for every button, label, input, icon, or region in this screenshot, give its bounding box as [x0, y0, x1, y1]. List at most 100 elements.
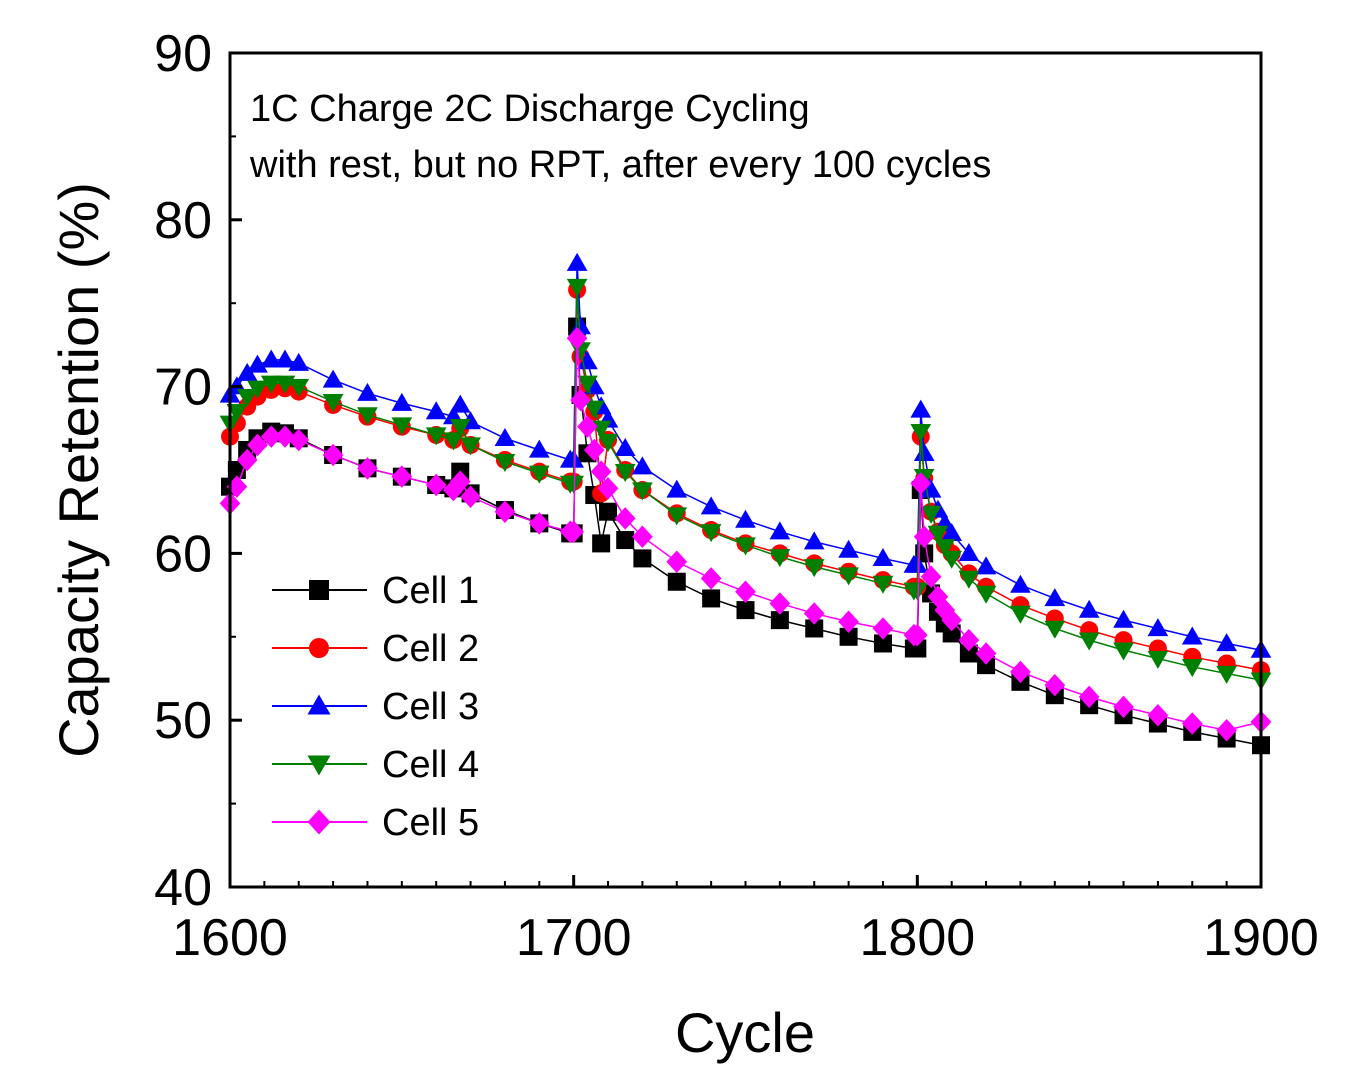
series-4-point — [906, 582, 928, 601]
series-4-point — [583, 400, 605, 419]
series-1-point — [977, 656, 996, 675]
series-5-point — [583, 438, 605, 462]
series-5-point — [1078, 685, 1100, 709]
series-5-point — [803, 602, 825, 625]
series-4-point — [872, 575, 894, 594]
series-4-point — [449, 418, 471, 437]
series-4-point — [838, 567, 859, 586]
series-5-point — [920, 565, 942, 589]
series-5-point — [838, 610, 859, 634]
series-5-point — [632, 525, 653, 548]
series-5-point — [927, 585, 949, 609]
plot-series-group — [219, 252, 1272, 755]
series-3-point — [803, 531, 825, 550]
series-4-point — [460, 437, 481, 456]
series-1-point — [770, 611, 789, 630]
series-1-point — [805, 619, 824, 638]
series-5-point — [226, 475, 248, 498]
series-5-point — [570, 388, 591, 412]
series-1-point — [702, 589, 721, 608]
series-5-point — [769, 592, 791, 615]
series-3-point — [391, 392, 413, 411]
series-4-point — [528, 465, 550, 484]
series-3-point — [260, 349, 282, 368]
series-4-point — [941, 550, 963, 569]
series-3-point — [425, 401, 447, 420]
x-tick-label-1900: 1900 — [1203, 909, 1319, 967]
x-tick-label-1800: 1800 — [859, 909, 975, 967]
series-1-point — [633, 549, 652, 568]
series-3-point — [528, 439, 550, 458]
series-5-point — [260, 425, 282, 448]
series-3-point — [357, 382, 378, 401]
legend-marker-4 — [307, 755, 331, 776]
series-3-point — [920, 479, 942, 498]
series-5-point — [288, 428, 310, 452]
legend-label-2: Cell 2 — [382, 628, 479, 670]
annotation-line-2: with rest, but no RPT, after every 100 c… — [249, 144, 991, 186]
series-3-point — [274, 349, 296, 368]
series-4-point — [425, 427, 447, 446]
series-1-point — [959, 644, 978, 663]
series-5-point — [913, 525, 935, 548]
series-4-point — [1044, 620, 1066, 639]
series-4 — [219, 278, 1272, 691]
series-3-point — [913, 442, 935, 461]
series-5-point — [666, 550, 688, 573]
series-5-point — [941, 608, 963, 632]
series-4-point — [247, 380, 268, 399]
series-4-point — [735, 537, 756, 556]
series-4-point — [391, 417, 413, 436]
series-5-point — [425, 473, 447, 497]
series-4-point — [236, 388, 258, 407]
series-3-point — [735, 509, 756, 528]
series-1-point — [592, 534, 611, 553]
series-4-point — [769, 549, 791, 568]
series-5-point — [906, 623, 928, 647]
series-5-point — [566, 326, 588, 350]
series-4-point — [975, 585, 997, 604]
legend-label-1: Cell 1 — [382, 570, 479, 612]
series-4-point — [1010, 605, 1031, 624]
series-4-point — [1216, 665, 1237, 684]
series-5-point — [975, 642, 997, 665]
series-4-point — [700, 524, 722, 543]
series-3-point — [632, 456, 653, 475]
series-3-point — [322, 369, 344, 388]
series-4-point — [260, 375, 282, 394]
legend-marker-3 — [307, 694, 331, 715]
series-4-point — [563, 475, 585, 494]
series-3-point — [838, 539, 859, 558]
series-4-point — [443, 432, 464, 451]
x-tick-label-1600: 1600 — [172, 909, 288, 967]
series-4-point — [927, 525, 949, 544]
series-5-point — [494, 500, 516, 523]
series-3-point — [247, 354, 268, 373]
annotation-line-1: 1C Charge 2C Discharge Cycling — [250, 88, 810, 130]
series-4-point — [288, 378, 310, 397]
series-5-point — [460, 485, 481, 508]
series-4-point — [357, 407, 378, 426]
series-5-point — [449, 470, 471, 493]
series-2 — [221, 280, 1270, 680]
series-5-point — [357, 457, 378, 480]
series-5-point — [590, 460, 612, 483]
series-4-point — [958, 570, 980, 589]
series-3-point — [577, 351, 598, 370]
annotation-text: 1C Charge 2C Discharge Cycling with rest… — [249, 88, 991, 186]
y-tick-label-50: 50 — [154, 692, 212, 750]
y-tick-label-90: 90 — [154, 25, 212, 83]
series-4-point — [632, 482, 653, 501]
legend-marker-2 — [309, 638, 329, 658]
series-1-point — [873, 634, 892, 653]
legend-marker-1 — [309, 580, 329, 600]
series-4-point — [934, 539, 956, 558]
series-5-line — [229, 338, 1262, 731]
series-3-point — [449, 394, 471, 413]
y-tick-label-70: 70 — [154, 359, 212, 417]
series-4-point — [494, 454, 516, 473]
series-4-point — [803, 559, 825, 578]
series-4-point — [566, 278, 588, 297]
